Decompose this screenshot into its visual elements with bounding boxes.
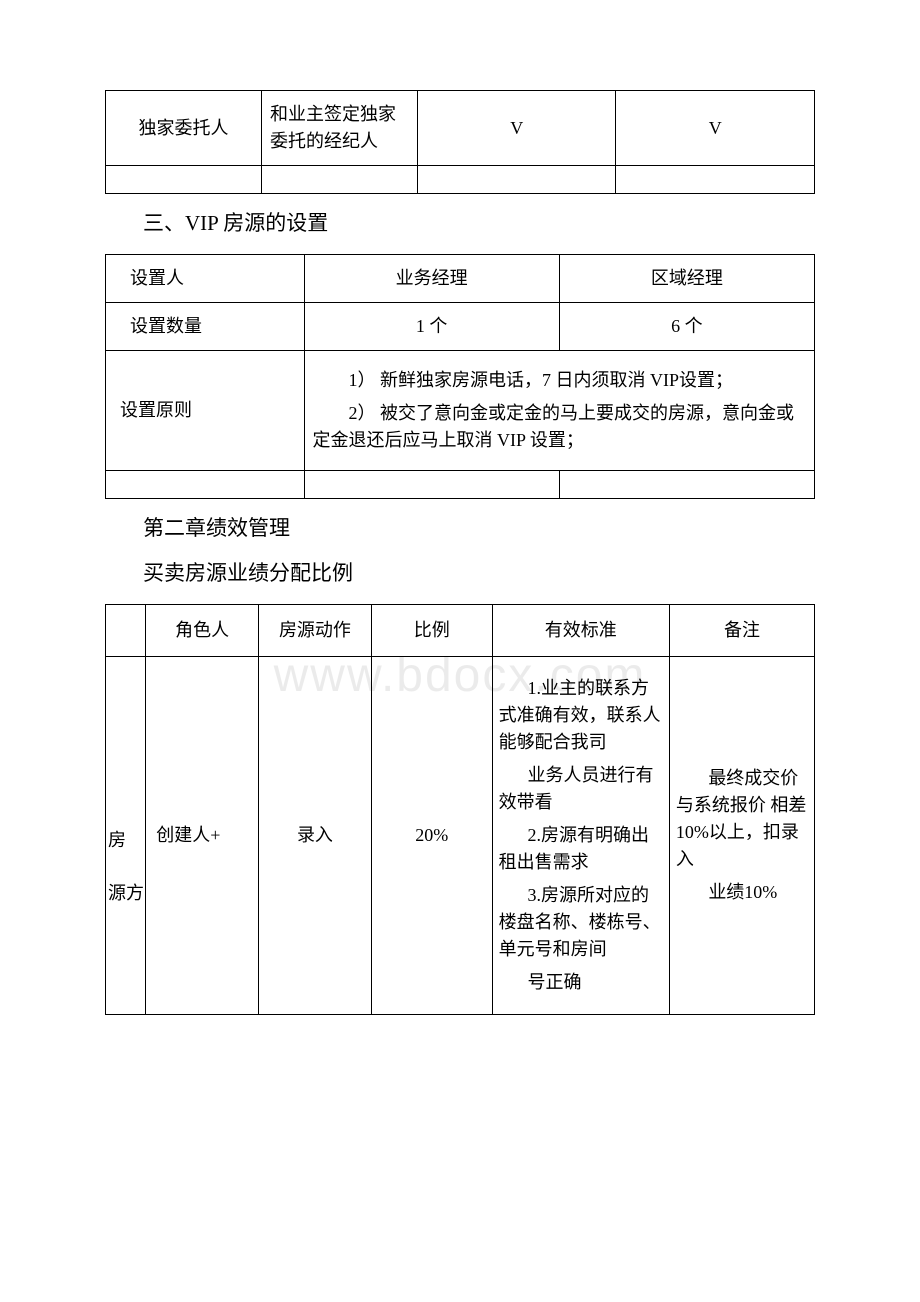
cell-empty [304, 470, 559, 498]
cell-header-ratio: 比例 [371, 604, 492, 656]
table-delegation: 独家委托人 和业主签定独家委托的经纪人 V V [105, 90, 815, 194]
heading-vip-settings: 三、VIP 房源的设置 [143, 208, 815, 240]
cell-mark2: V [616, 91, 815, 166]
principle-item-2: 2） 被交了意向金或定金的马上要成交的房源，意向金或定金退还后应马上取消 VIP… [313, 400, 806, 454]
remark-p1: 最终成交价与系统报价 相差10%以上，扣录入 [676, 765, 808, 873]
cell-role-person: 创建人+ [146, 656, 259, 1014]
cell-header-empty [106, 604, 146, 656]
table-performance: 角色人 房源动作 比例 有效标准 备注 房 源方 创建人+ 录入 20% 1.业… [105, 604, 815, 1015]
standard-p4: 3.房源所对应的楼盘名称、楼栋号、单元号和房间 [499, 882, 663, 963]
cell-ratio: 20% [371, 656, 492, 1014]
cell-empty [106, 470, 305, 498]
cell-empty [417, 166, 616, 194]
cell-empty [106, 166, 262, 194]
cell-header-action: 房源动作 [259, 604, 372, 656]
standard-p2: 业务人员进行有效带看 [499, 762, 663, 816]
page-content: 独家委托人 和业主签定独家委托的经纪人 V V 三、VIP 房源的设置 设置人 … [105, 90, 815, 1015]
table-row [106, 470, 815, 498]
cell-qty-label: 设置数量 [106, 302, 305, 350]
table-row: 角色人 房源动作 比例 有效标准 备注 [106, 604, 815, 656]
standard-p5: 号正确 [499, 969, 663, 996]
table-row: 设置数量 1 个 6 个 [106, 302, 815, 350]
table-row: 设置人 业务经理 区域经理 [106, 254, 815, 302]
table-row: 独家委托人 和业主签定独家委托的经纪人 V V [106, 91, 815, 166]
cell-empty [559, 470, 814, 498]
cell-setter-label: 设置人 [106, 254, 305, 302]
cell-definition: 和业主签定独家委托的经纪人 [261, 91, 417, 166]
table-row [106, 166, 815, 194]
table-row: 设置原则 1） 新鲜独家房源电话，7 日内须取消 VIP设置； 2） 被交了意向… [106, 350, 815, 470]
heading-ratio: 买卖房源业绩分配比例 [143, 558, 815, 590]
cell-empty [616, 166, 815, 194]
cell-principle-label: 设置原则 [106, 350, 305, 470]
cell-remark: 最终成交价与系统报价 相差10%以上，扣录入 业绩10% [669, 656, 814, 1014]
cell-setter-val2: 区域经理 [559, 254, 814, 302]
cell-qty-val2: 6 个 [559, 302, 814, 350]
remark-p2: 业绩10% [676, 879, 808, 906]
cell-role: 独家委托人 [106, 91, 262, 166]
side-label-l1: 房 [108, 827, 145, 854]
cell-standard: 1.业主的联系方式准确有效，联系人能够配合我司 业务人员进行有效带看 2.房源有… [492, 656, 669, 1014]
heading-chapter-2: 第二章绩效管理 [143, 513, 815, 545]
cell-side-label: 房 源方 [106, 656, 146, 1014]
table-vip-settings: 设置人 业务经理 区域经理 设置数量 1 个 6 个 设置原则 1） 新鲜独家房… [105, 254, 815, 499]
table-row: 房 源方 创建人+ 录入 20% 1.业主的联系方式准确有效，联系人能够配合我司… [106, 656, 815, 1014]
cell-setter-val1: 业务经理 [304, 254, 559, 302]
cell-qty-val1: 1 个 [304, 302, 559, 350]
cell-header-standard: 有效标准 [492, 604, 669, 656]
standard-p1: 1.业主的联系方式准确有效，联系人能够配合我司 [499, 675, 663, 756]
principle-item-1: 1） 新鲜独家房源电话，7 日内须取消 VIP设置； [313, 367, 806, 394]
cell-header-remark: 备注 [669, 604, 814, 656]
cell-principle-content: 1） 新鲜独家房源电话，7 日内须取消 VIP设置； 2） 被交了意向金或定金的… [304, 350, 814, 470]
cell-empty [261, 166, 417, 194]
side-label-l2: 源方 [108, 880, 145, 907]
cell-header-role: 角色人 [146, 604, 259, 656]
cell-mark1: V [417, 91, 616, 166]
cell-action: 录入 [259, 656, 372, 1014]
standard-p3: 2.房源有明确出租出售需求 [499, 822, 663, 876]
